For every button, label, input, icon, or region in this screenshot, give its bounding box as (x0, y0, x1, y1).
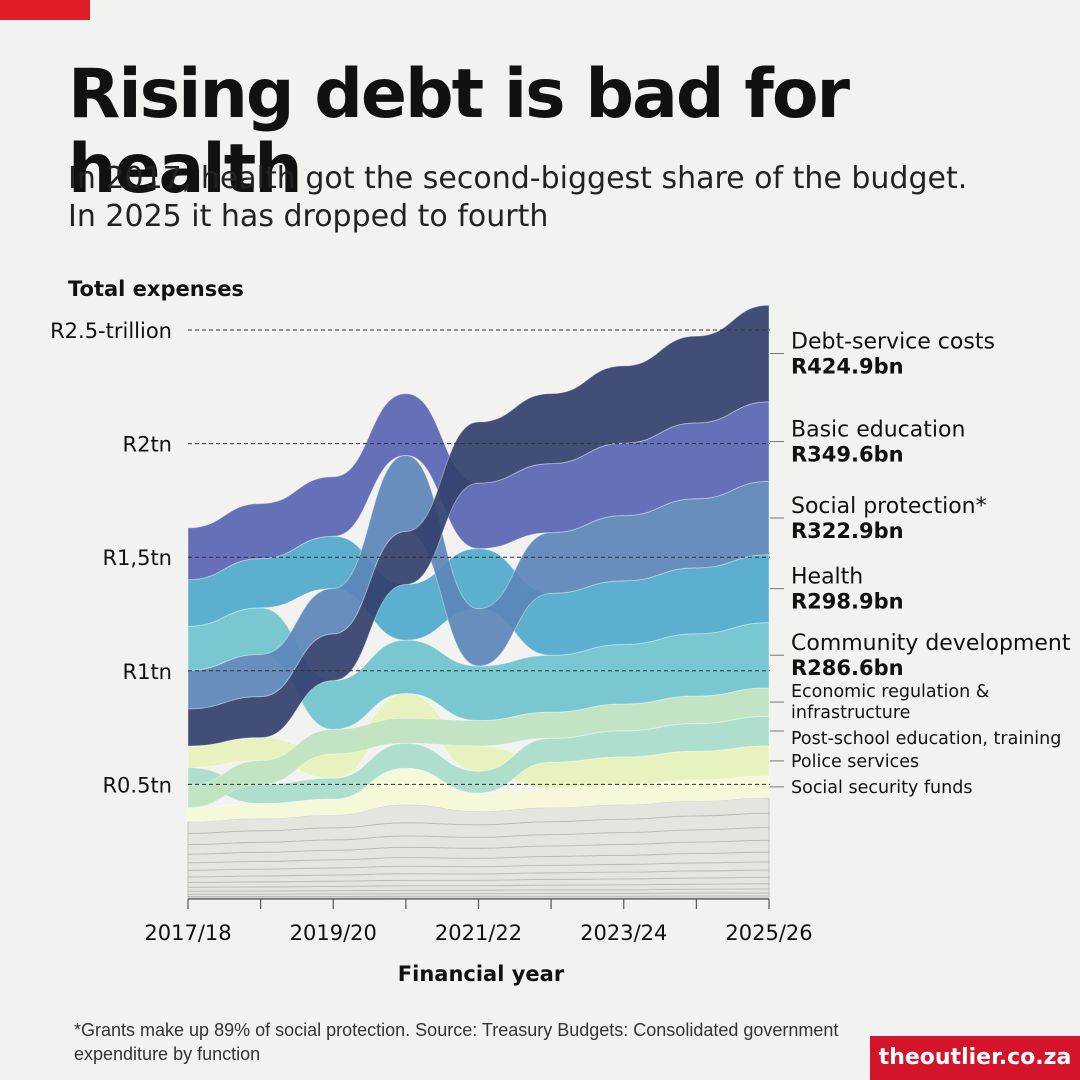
series-label: Post-school education, training (791, 729, 1061, 749)
series-value-label: R424.9bn (791, 355, 904, 379)
series-label: Basic education (791, 418, 965, 443)
subtitle-line-2: In 2025 it has dropped to fourth (68, 199, 549, 234)
y-tick-label: R1,5tn (102, 546, 172, 570)
x-tick-label: 2019/20 (290, 921, 377, 945)
series-value-label: R298.9bn (791, 590, 904, 614)
x-tick-label: 2021/22 (435, 921, 522, 945)
band-social-security-funds[interactable] (187, 767, 770, 823)
y-tick-label: R0.5tn (102, 773, 172, 797)
accent-bar (0, 0, 90, 20)
series-label: Social protection* (791, 494, 987, 519)
bump-stream-chart: R2.5-trillion R2tn R1,5tn R1tn R0.5tn Total e… (50, 277, 1071, 986)
band-basic-education[interactable] (187, 393, 770, 581)
band-community-development[interactable] (187, 607, 770, 730)
chart-subtitle: In 2017, health got the second-biggest s… (68, 160, 1028, 236)
x-tick-label: 2023/24 (580, 921, 667, 945)
bands-layer (187, 304, 770, 899)
subtitle-line-1: In 2017, health got the second-biggest s… (68, 161, 968, 196)
band-economic-regulation-infrastructure[interactable] (187, 687, 770, 809)
series-label-line2: infrastructure (791, 703, 910, 723)
x-tick-label: 2017/18 (144, 921, 231, 945)
series-value-label: R322.9bn (791, 519, 904, 543)
series-label: Economic regulation & (791, 682, 990, 702)
brand-badge[interactable]: theoutlier.co.za (870, 1036, 1080, 1080)
y-axis-title: Total expenses (68, 277, 244, 301)
chart-title: Rising debt is bad for health (68, 55, 850, 209)
x-tick-label: 2025/26 (725, 921, 812, 945)
axes-layer: R2.5-trillion R2tn R1,5tn R1tn R0.5tn Total e… (50, 277, 813, 986)
series-label: Community development (791, 631, 1071, 656)
band-post-school-education-training[interactable] (187, 715, 770, 804)
y-tick-label: R2tn (123, 433, 173, 457)
y-tick-label: R1tn (123, 660, 173, 684)
band-debt-service-costs[interactable] (187, 304, 770, 747)
series-label: Police services (791, 752, 919, 772)
series-label: Health (791, 565, 863, 590)
gridlines-layer (188, 329, 770, 785)
x-axis-title: Financial year (398, 962, 565, 986)
y-tick-label: R2.5-trillion (50, 319, 172, 343)
band-other-functions-1[interactable] (187, 797, 770, 834)
series-value-label: R286.6bn (791, 656, 904, 680)
source-footnote: *Grants make up 89% of social protection… (74, 1020, 839, 1064)
series-label: Debt-service costs (791, 330, 995, 355)
series-label: Social security funds (791, 778, 972, 798)
series-value-label: R349.6bn (791, 443, 904, 467)
